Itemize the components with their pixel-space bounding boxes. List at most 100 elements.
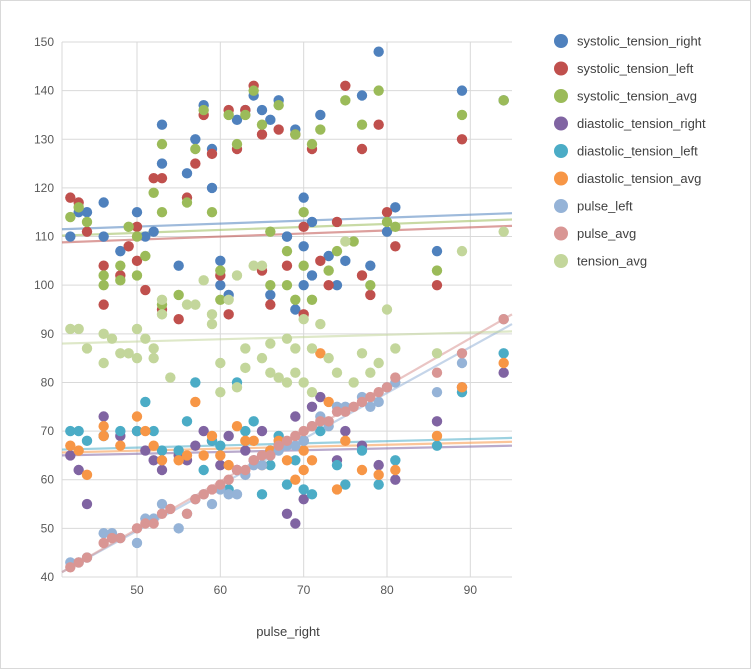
data-point	[340, 406, 351, 417]
data-point	[173, 314, 184, 325]
data-point	[131, 221, 143, 233]
legend-item-pulse_avg: pulse_avg	[554, 226, 636, 241]
data-point	[81, 435, 93, 447]
data-point	[131, 207, 143, 218]
data-point	[298, 484, 309, 495]
data-point	[265, 367, 276, 378]
data-point	[273, 124, 284, 135]
data-point	[498, 367, 509, 378]
data-point	[131, 411, 143, 422]
data-point	[456, 134, 468, 145]
data-point	[331, 406, 343, 417]
data-point	[73, 425, 84, 437]
data-point	[365, 260, 376, 271]
data-point	[356, 396, 368, 408]
data-point	[273, 440, 284, 451]
legend-marker	[554, 199, 568, 213]
y-tick-label: 100	[34, 278, 54, 292]
data-point	[298, 192, 309, 203]
data-point	[356, 90, 368, 101]
data-point	[198, 104, 209, 116]
data-point	[331, 245, 343, 257]
data-point	[290, 474, 301, 485]
data-point	[373, 396, 384, 408]
legend-item-pulse_left: pulse_left	[554, 199, 633, 214]
data-point	[298, 279, 309, 291]
data-point	[148, 187, 159, 198]
data-point	[498, 95, 509, 106]
data-point	[498, 314, 509, 325]
data-point	[98, 279, 109, 291]
data-point	[498, 357, 509, 369]
data-point	[190, 440, 201, 451]
data-point	[215, 357, 226, 369]
data-point	[381, 304, 393, 315]
data-point	[431, 386, 443, 398]
series-diastolic_tension_left	[65, 348, 509, 500]
data-point	[223, 430, 234, 442]
data-point	[298, 493, 309, 505]
data-point	[281, 260, 293, 271]
data-point	[456, 357, 468, 369]
data-point	[323, 279, 334, 291]
data-point	[390, 474, 401, 485]
data-point	[140, 250, 151, 262]
legend-marker	[554, 254, 568, 268]
data-point	[240, 109, 251, 121]
data-point	[173, 445, 184, 456]
data-point	[223, 309, 234, 320]
data-point	[248, 435, 259, 447]
data-point	[298, 314, 309, 325]
data-point	[365, 391, 376, 403]
data-point	[131, 523, 143, 534]
series-systolic_tension_avg	[65, 85, 509, 310]
legend-item-diastolic_tension_right: diastolic_tension_right	[554, 116, 706, 131]
data-point	[256, 450, 268, 461]
data-point	[115, 440, 126, 451]
data-point	[390, 202, 401, 213]
data-point	[298, 425, 309, 437]
data-point	[115, 260, 126, 271]
data-point	[223, 294, 234, 305]
data-point	[498, 226, 509, 237]
x-tick-label: 90	[464, 583, 478, 597]
data-point	[248, 260, 259, 271]
data-point	[256, 425, 268, 437]
x-tick-label: 50	[130, 583, 144, 597]
data-point	[190, 143, 201, 155]
x-axis-label: pulse_right	[256, 624, 320, 639]
data-point	[381, 226, 393, 237]
data-point	[98, 537, 109, 549]
data-point	[298, 260, 309, 271]
data-point	[73, 464, 84, 476]
y-axis-ticks: 40 50 60 70 80 90 100 110 120 130 140 150	[34, 35, 54, 584]
data-point	[290, 440, 301, 451]
data-point	[323, 352, 334, 364]
legend-label: diastolic_tension_avg	[577, 171, 701, 186]
data-point	[281, 508, 293, 519]
data-point	[115, 245, 126, 257]
data-point	[256, 104, 268, 116]
data-point	[306, 386, 318, 398]
data-point	[131, 323, 143, 335]
data-point	[231, 138, 243, 150]
data-point	[215, 265, 226, 276]
legend-marker	[554, 171, 568, 186]
data-point	[281, 377, 293, 388]
data-point	[123, 221, 134, 233]
legend-label: tension_avg	[577, 254, 647, 269]
data-point	[215, 479, 226, 490]
data-point	[290, 518, 301, 529]
data-point	[65, 211, 76, 223]
legend-marker	[554, 89, 568, 103]
x-tick-label: 60	[214, 583, 228, 597]
data-point	[306, 421, 318, 432]
legend-label: systolic_tension_left	[577, 61, 694, 76]
data-point	[106, 532, 118, 544]
data-point	[256, 489, 268, 500]
y-tick-label: 60	[41, 473, 55, 487]
data-point	[298, 241, 309, 252]
data-point	[156, 508, 168, 519]
data-point	[156, 455, 168, 466]
data-point	[181, 416, 193, 427]
